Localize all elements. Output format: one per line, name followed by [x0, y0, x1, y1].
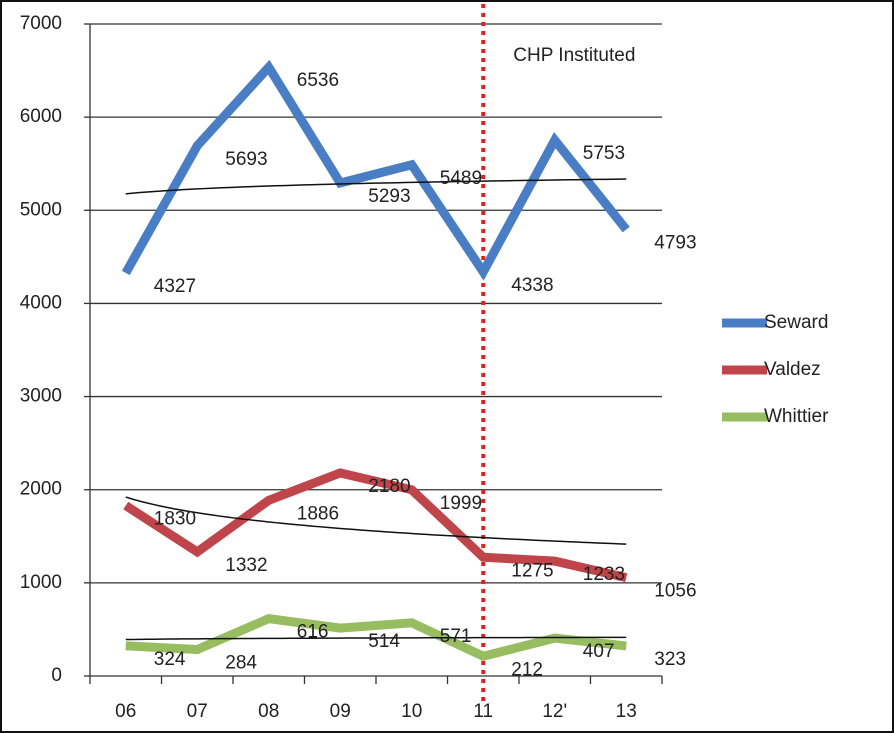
- data-label: 284: [225, 653, 257, 674]
- data-label: 4327: [154, 276, 196, 297]
- series-line: [125, 613, 627, 662]
- data-label: 616: [297, 622, 329, 643]
- y-tick-label: 4000: [20, 292, 62, 313]
- data-label: 4793: [654, 233, 696, 254]
- trendline: [125, 636, 627, 641]
- x-tick-label: 09: [330, 701, 351, 722]
- data-label: 5693: [225, 149, 267, 170]
- x-tick-label: 12': [542, 701, 567, 722]
- x-tick-label: 11: [473, 701, 493, 722]
- y-tick-label: 6000: [20, 106, 62, 127]
- x-tick-label: 10: [401, 701, 422, 722]
- data-label: 5753: [583, 143, 625, 164]
- data-label: 212: [511, 659, 543, 680]
- data-label: 1999: [440, 493, 482, 514]
- annotation-text: CHP Instituted: [513, 45, 635, 66]
- data-label: 5293: [368, 186, 410, 207]
- data-label: 1275: [511, 560, 553, 581]
- legend-label: Valdez: [764, 359, 821, 380]
- trendline: [125, 178, 627, 195]
- y-tick-label: 0: [51, 665, 62, 686]
- x-tick-label: 07: [187, 701, 208, 722]
- y-tick-label: 5000: [20, 199, 62, 220]
- data-label: 4338: [511, 275, 553, 296]
- y-tick-label: 2000: [20, 479, 62, 500]
- series-line: [123, 468, 628, 583]
- y-tick-label: 1000: [20, 572, 62, 593]
- legend-label: Seward: [764, 312, 828, 333]
- trendline: [125, 496, 627, 545]
- data-label: 2180: [368, 476, 410, 497]
- data-label: 6536: [297, 70, 339, 91]
- data-label: 1056: [654, 581, 696, 602]
- data-label: 5489: [440, 168, 482, 189]
- data-label: 1233: [583, 564, 625, 585]
- x-tick-label: 06: [115, 701, 136, 722]
- data-label: 1886: [297, 503, 339, 524]
- x-tick-label: 08: [258, 701, 279, 722]
- data-label: 323: [654, 649, 686, 670]
- y-tick-label: 3000: [20, 386, 62, 407]
- x-tick-label: 13: [616, 701, 637, 722]
- data-label: 324: [154, 649, 186, 670]
- data-label: 514: [368, 631, 400, 652]
- data-label: 407: [583, 641, 615, 662]
- data-label: 1830: [154, 509, 196, 530]
- data-label: 1332: [225, 555, 267, 576]
- y-tick-label: 7000: [20, 13, 62, 34]
- series-line: [121, 59, 630, 281]
- data-label: 571: [440, 626, 472, 647]
- legend-label: Whittier: [764, 406, 829, 427]
